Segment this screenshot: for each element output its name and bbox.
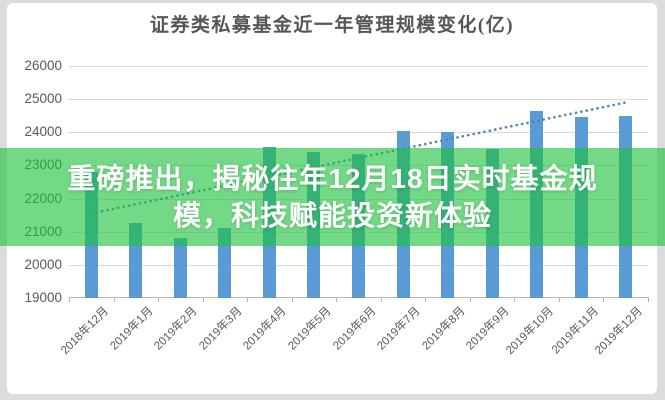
axis-tick bbox=[336, 297, 338, 302]
promo-banner-text-line2: 模，科技赋能投资新体验 bbox=[172, 200, 492, 231]
gridline bbox=[69, 99, 648, 101]
axis-tick bbox=[514, 297, 516, 302]
chart-title: 证券类私募基金近一年管理规模变化(亿) bbox=[149, 15, 515, 36]
axis-tick bbox=[648, 297, 649, 302]
gridline bbox=[69, 132, 648, 134]
axis-tick bbox=[469, 297, 471, 302]
axis-tick bbox=[603, 297, 605, 302]
axis-tick bbox=[380, 297, 382, 302]
bar bbox=[173, 238, 187, 298]
axis-tick bbox=[202, 297, 204, 302]
axis-tick bbox=[291, 297, 293, 302]
promo-banner-text-line1: 重磅推出，揭秘往年12月18日实时基金规 bbox=[67, 163, 598, 194]
axis-tick bbox=[113, 297, 115, 302]
y-tick-label: 20000 bbox=[24, 256, 62, 272]
y-tick-label: 24000 bbox=[24, 124, 62, 140]
promo-banner: 重磅推出，揭秘往年12月18日实时基金规 模，科技赋能投资新体验 bbox=[0, 148, 665, 246]
axis-tick bbox=[158, 297, 160, 302]
gridline bbox=[69, 66, 648, 67]
axis-tick bbox=[558, 297, 560, 302]
y-tick-label: 25000 bbox=[24, 91, 62, 107]
axis-tick bbox=[425, 297, 427, 302]
axis-tick bbox=[69, 297, 70, 302]
y-tick-label: 26000 bbox=[24, 58, 62, 73]
y-tick-label: 19000 bbox=[24, 290, 62, 305]
axis-tick bbox=[247, 297, 249, 302]
